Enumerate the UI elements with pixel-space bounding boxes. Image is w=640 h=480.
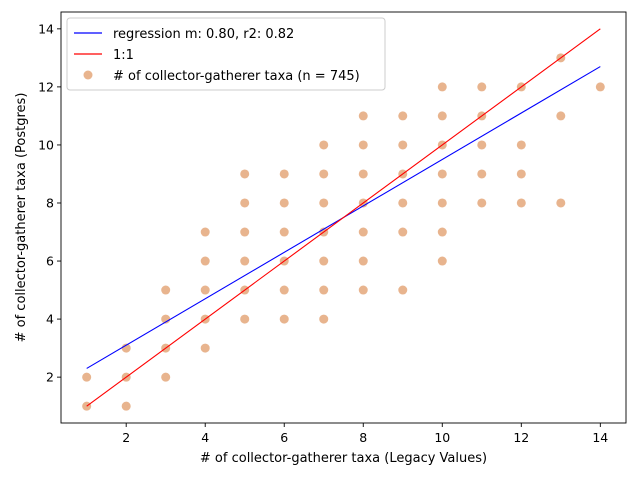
legend-label-one-to-one: 1:1 — [113, 48, 134, 63]
y-tick-label: 10 — [38, 137, 54, 152]
data-point — [121, 343, 131, 353]
data-point — [319, 169, 329, 179]
legend-label-taxa: # of collector-gatherer taxa (n = 745) — [113, 69, 360, 84]
data-point — [398, 227, 408, 237]
data-point — [240, 169, 250, 179]
x-tick-label: 2 — [122, 430, 130, 445]
x-tick-label: 6 — [280, 430, 288, 445]
plot-frame — [60, 11, 627, 424]
data-point — [358, 227, 368, 237]
data-point — [240, 256, 250, 266]
y-tick-label: 14 — [38, 21, 54, 36]
data-point — [398, 111, 408, 121]
data-point — [437, 111, 447, 121]
data-point — [398, 140, 408, 150]
x-tick-label: 14 — [592, 430, 608, 445]
data-point — [319, 314, 329, 324]
data-point — [477, 169, 487, 179]
y-tick-label: 12 — [38, 79, 54, 94]
data-point — [240, 198, 250, 208]
legend-label-regression: regression m: 0.80, r2: 0.82 — [113, 27, 294, 42]
data-point — [240, 314, 250, 324]
data-point — [477, 82, 487, 92]
data-point — [121, 401, 131, 411]
x-tick-label: 4 — [201, 430, 209, 445]
data-point — [279, 285, 289, 295]
data-point — [556, 198, 566, 208]
data-point — [319, 140, 329, 150]
data-point — [477, 198, 487, 208]
data-point — [161, 314, 171, 324]
data-point — [398, 198, 408, 208]
data-point — [200, 227, 210, 237]
data-point — [279, 227, 289, 237]
regression-lines — [86, 28, 601, 407]
data-point — [516, 140, 526, 150]
data-point — [477, 140, 487, 150]
data-point — [437, 169, 447, 179]
x-tick-label: 12 — [513, 430, 529, 445]
data-point — [437, 82, 447, 92]
data-point — [516, 198, 526, 208]
y-tick-label: 6 — [46, 254, 54, 269]
x-axis-label: # of collector-gatherer taxa (Legacy Val… — [200, 451, 487, 466]
y-tick-label: 2 — [46, 370, 54, 385]
data-point — [240, 227, 250, 237]
data-point — [161, 285, 171, 295]
data-point — [595, 82, 605, 92]
legend: regression m: 0.80, r2: 0.82 1:1 # of co… — [66, 17, 386, 91]
data-point — [358, 140, 368, 150]
x-tick-label: 8 — [359, 430, 367, 445]
data-point — [556, 111, 566, 121]
y-tick-label: 4 — [46, 312, 54, 327]
scatter-points — [82, 53, 605, 411]
data-point — [516, 169, 526, 179]
data-point — [82, 372, 92, 382]
data-point — [279, 314, 289, 324]
data-point — [319, 256, 329, 266]
x-tick-label: 10 — [434, 430, 450, 445]
data-point — [398, 285, 408, 295]
data-point — [319, 198, 329, 208]
data-point — [358, 111, 368, 121]
data-point — [279, 198, 289, 208]
y-axis-label: # of collector-gatherer taxa (Postgres) — [14, 93, 29, 343]
data-point — [437, 256, 447, 266]
data-point — [200, 285, 210, 295]
legend-box — [66, 17, 386, 91]
data-point — [200, 343, 210, 353]
data-point — [279, 169, 289, 179]
data-point — [319, 285, 329, 295]
data-point — [358, 285, 368, 295]
y-axis-ticks: 2 4 6 8 10 12 14 — [38, 21, 61, 385]
data-point — [200, 256, 210, 266]
legend-swatch-taxa — [83, 70, 93, 80]
data-point — [358, 256, 368, 266]
data-point — [437, 227, 447, 237]
x-axis-ticks: 2 4 6 8 10 12 14 — [122, 423, 608, 445]
data-point — [437, 198, 447, 208]
y-tick-label: 8 — [46, 195, 54, 210]
data-point — [161, 372, 171, 382]
data-point — [358, 169, 368, 179]
one-to-one-line — [86, 28, 601, 407]
